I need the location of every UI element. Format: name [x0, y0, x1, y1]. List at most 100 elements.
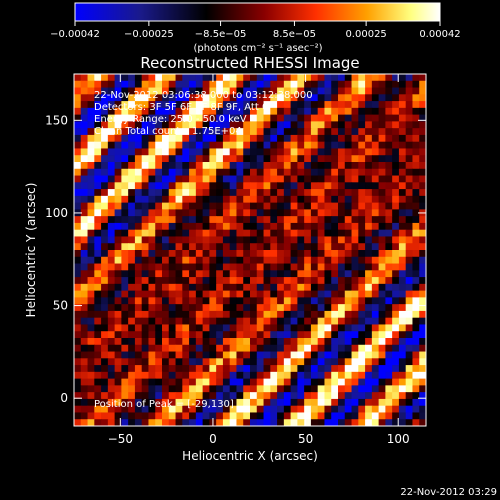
heatmap-cell: [209, 398, 217, 407]
heatmap-cell: [209, 277, 217, 285]
heatmap-cell: [74, 365, 82, 373]
heatmap-cell: [297, 263, 305, 271]
heatmap-cell: [277, 134, 285, 143]
heatmap-cell: [365, 155, 373, 163]
heatmap-cell: [324, 209, 332, 217]
heatmap-cell: [114, 182, 122, 190]
heatmap-cell: [358, 121, 366, 129]
heatmap-cell: [148, 256, 156, 265]
heatmap-cell: [148, 365, 156, 373]
heatmap-cell: [351, 351, 359, 359]
x-tick-label: 0: [209, 432, 217, 446]
heatmap-cell: [162, 202, 170, 210]
heatmap-cell: [114, 162, 122, 170]
heatmap-cell: [297, 202, 305, 210]
heatmap-cell: [263, 412, 271, 420]
heatmap-cell: [250, 297, 258, 305]
heatmap-cell: [351, 419, 359, 426]
heatmap-cell: [148, 182, 156, 190]
heatmap-cell: [405, 256, 414, 265]
heatmap-cell: [277, 256, 285, 265]
heatmap-cell: [134, 378, 143, 386]
heatmap-cell: [365, 277, 373, 285]
heatmap-cell: [128, 331, 136, 339]
heatmap-cell: [87, 283, 95, 292]
heatmap-cell: [317, 392, 326, 400]
heatmap-cell: [331, 94, 339, 102]
heatmap-cell: [121, 283, 129, 292]
heatmap-cell: [277, 263, 285, 271]
heatmap-cell: [80, 121, 89, 129]
heatmap-cell: [365, 87, 373, 95]
heatmap-cell: [148, 412, 156, 420]
heatmap-cell: [236, 222, 244, 231]
heatmap-cell: [222, 283, 231, 292]
heatmap-cell: [155, 371, 163, 380]
heatmap-cell: [87, 331, 95, 339]
heatmap-cell: [270, 263, 278, 271]
heatmap-cell: [324, 101, 332, 109]
heatmap-cell: [80, 148, 89, 156]
heatmap-cell: [168, 114, 177, 122]
heatmap-cell: [277, 128, 285, 136]
heatmap-cell: [351, 412, 359, 420]
heatmap-cell: [209, 87, 217, 95]
heatmap-cell: [317, 189, 326, 197]
heatmap-cell: [162, 243, 170, 251]
heatmap-cell: [114, 371, 122, 380]
heatmap-cell: [283, 365, 292, 373]
heatmap-cell: [385, 405, 393, 414]
heatmap-cell: [94, 243, 102, 251]
annotation-energy-range: Energy Range: 25.0 - 50.0 keV: [94, 114, 247, 125]
heatmap-cell: [162, 182, 170, 190]
heatmap-cell: [175, 371, 183, 380]
heatmap-cell: [256, 202, 265, 210]
heatmap-cell: [365, 371, 373, 380]
heatmap-cell: [392, 202, 400, 210]
heatmap-cell: [412, 392, 420, 400]
heatmap-cell: [121, 304, 129, 312]
heatmap-cell: [222, 87, 231, 95]
heatmap-cell: [324, 195, 332, 204]
heatmap-cell: [398, 378, 407, 386]
heatmap-cell: [250, 324, 258, 332]
heatmap-cell: [128, 182, 136, 190]
heatmap-cell: [195, 80, 204, 89]
heatmap-cell: [80, 189, 89, 197]
heatmap-cell: [371, 392, 380, 400]
heatmap-cell: [392, 236, 400, 244]
heatmap-cell: [74, 148, 82, 156]
heatmap-cell: [148, 324, 156, 332]
heatmap-cell: [297, 324, 305, 332]
heatmap-cell: [371, 290, 380, 298]
heatmap-cell: [304, 222, 312, 231]
heatmap-cell: [128, 310, 136, 319]
heatmap-cell: [263, 317, 271, 326]
heatmap-cell: [412, 283, 420, 292]
heatmap-cell: [155, 114, 163, 122]
heatmap-cell: [338, 101, 346, 109]
heatmap-cell: [175, 263, 183, 271]
heatmap-cell: [310, 250, 319, 258]
heatmap-cell: [371, 270, 380, 278]
heatmap-cell: [398, 351, 407, 359]
heatmap-cell: [290, 392, 298, 400]
heatmap-cell: [398, 107, 407, 116]
heatmap-cell: [162, 87, 170, 95]
heatmap-cell: [229, 155, 238, 163]
heatmap-cell: [270, 256, 278, 265]
heatmap-cell: [107, 155, 116, 163]
heatmap-cell: [141, 209, 150, 217]
heatmap-cell: [317, 250, 326, 258]
heatmap-cell: [317, 365, 326, 373]
heatmap-cell: [304, 229, 312, 238]
heatmap-cell: [338, 236, 346, 244]
heatmap-cell: [202, 371, 210, 380]
heatmap-cell: [385, 189, 393, 197]
heatmap-cell: [283, 216, 292, 224]
heatmap-cell: [283, 250, 292, 258]
heatmap-cell: [412, 236, 420, 244]
heatmap-cell: [270, 74, 278, 82]
heatmap-cell: [175, 222, 183, 231]
heatmap-cell: [371, 277, 380, 285]
